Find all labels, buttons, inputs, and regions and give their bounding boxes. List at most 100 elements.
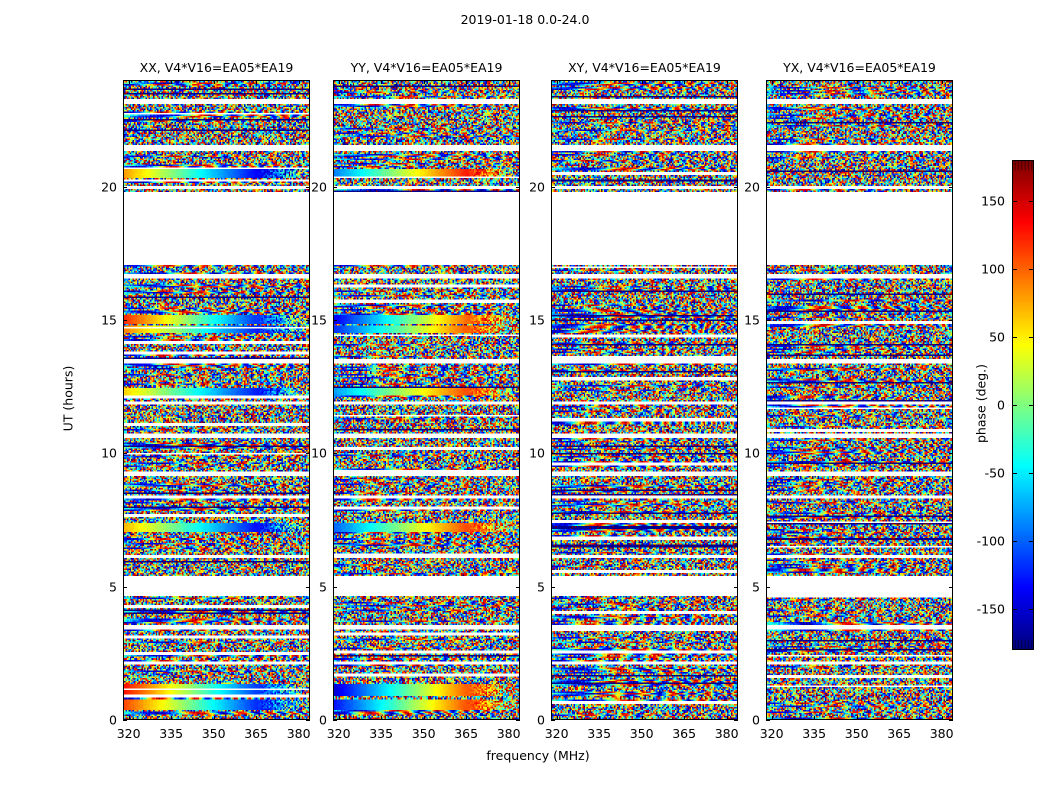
- y-tick: [949, 586, 953, 588]
- x-tick: [381, 80, 383, 84]
- y-tick: [766, 186, 770, 188]
- x-tick: [298, 716, 300, 720]
- y-tick: [551, 586, 555, 588]
- x-tick: [641, 80, 643, 84]
- x-tick: [213, 716, 215, 720]
- panel-title-xy: XY, V4*V16=EA05*EA19: [568, 60, 721, 75]
- y-tick: [766, 720, 770, 721]
- colorbar-tick: [1029, 541, 1034, 543]
- y-tick: [734, 186, 738, 188]
- colorbar-ticklabel: -50: [984, 465, 1005, 481]
- colorbar-tick: [1029, 405, 1034, 406]
- y-ticklabel: 20: [311, 179, 327, 195]
- x-tick: [466, 80, 468, 84]
- panel-xy[interactable]: XY, V4*V16=EA05*EA19 320 335 350 365 380 0 5 10 1…: [529, 60, 738, 741]
- y-ticklabel: 20: [529, 179, 545, 195]
- x-tick: [814, 716, 816, 720]
- x-ticklabel: 365: [672, 726, 697, 741]
- y-tick: [306, 586, 310, 588]
- panel-title-xx: XX, V4*V16=EA05*EA19: [139, 60, 294, 75]
- y-tick: [734, 586, 738, 588]
- heatmap-xx[interactable]: [123, 80, 310, 720]
- y-ticklabels: 0 5 10 15 20: [726, 80, 766, 727]
- y-ticklabel: 10: [529, 445, 545, 461]
- y-tick: [306, 186, 310, 188]
- x-ticklabel: 380: [286, 726, 311, 741]
- x-ticklabel: 350: [411, 726, 436, 741]
- colorbar[interactable]: -150 -100 -50 0 50 100 150: [977, 160, 1034, 650]
- y-tick: [949, 186, 953, 188]
- x-tick: [899, 80, 901, 84]
- y-ticklabel: 5: [109, 579, 117, 595]
- colorbar-tick: [1012, 609, 1017, 611]
- colorbar-tick: [1029, 200, 1034, 202]
- y-tick: [306, 453, 310, 455]
- x-tick: [726, 716, 728, 720]
- x-tick: [466, 716, 468, 720]
- y-tick: [123, 586, 127, 588]
- x-ticklabels: 320 335 350 365 380: [117, 720, 311, 742]
- y-tick: [766, 586, 770, 588]
- heatmap-yy[interactable]: [333, 80, 520, 720]
- x-ticklabel: 365: [244, 726, 269, 741]
- y-ticklabel: 15: [529, 312, 545, 328]
- y-tick: [734, 720, 738, 721]
- x-tick: [508, 716, 510, 720]
- x-tick: [556, 80, 558, 84]
- x-tick: [941, 80, 943, 84]
- x-ticklabel: 335: [587, 726, 612, 741]
- x-tick: [556, 716, 558, 720]
- y-tick: [516, 186, 520, 188]
- heatmap-yx[interactable]: [766, 80, 953, 720]
- x-ticklabels: 320 335 350 365 380: [760, 720, 954, 742]
- y-tick: [123, 720, 127, 721]
- y-tick: [333, 586, 337, 588]
- x-ticklabel: 335: [369, 726, 394, 741]
- y-ticklabel: 10: [744, 445, 760, 461]
- y-axis-label: UT (hours): [60, 365, 76, 432]
- x-tick: [814, 80, 816, 84]
- colorbar-tick: [1012, 200, 1017, 202]
- y-tick: [949, 720, 953, 721]
- x-ticklabel: 335: [802, 726, 827, 741]
- y-tick: [333, 320, 337, 321]
- y-tick: [123, 320, 127, 321]
- y-tick: [333, 186, 337, 188]
- x-ticklabel: 350: [201, 726, 226, 741]
- colorbar-tick: [1012, 336, 1017, 338]
- y-tick: [333, 720, 337, 721]
- x-tick: [423, 716, 425, 720]
- x-ticklabel: 350: [844, 726, 869, 741]
- colorbar-tick: [1029, 609, 1034, 611]
- x-tick: [771, 716, 773, 720]
- colorbar-label: phase (deg.): [973, 364, 989, 443]
- x-tick: [941, 716, 943, 720]
- x-ticklabel: 320: [759, 726, 784, 741]
- y-tick: [551, 320, 555, 321]
- x-axis-label: frequency (MHz): [486, 748, 590, 763]
- colorbar-tick: [1012, 473, 1017, 475]
- x-tick: [171, 716, 173, 720]
- heatmap-xy[interactable]: [551, 80, 738, 720]
- y-ticklabels: 0 5 10 15 20: [511, 80, 551, 727]
- y-tick: [766, 320, 770, 321]
- panel-yy[interactable]: YY, V4*V16=EA05*EA19 320 335 350 365 380 0 5 10 1…: [311, 60, 520, 741]
- y-ticklabel: 20: [744, 179, 760, 195]
- y-tick: [551, 453, 555, 455]
- x-ticklabels: 320 335 350 365 380: [545, 720, 739, 742]
- x-tick: [256, 80, 258, 84]
- x-tick: [599, 716, 601, 720]
- y-tick: [306, 720, 310, 721]
- x-ticklabel: 320: [116, 726, 141, 741]
- x-tick: [641, 716, 643, 720]
- panel-xx[interactable]: XX, V4*V16=EA05*EA19 320 335 350 365 380 0 5 10 1…: [101, 60, 310, 741]
- colorbar-ticklabel: -100: [976, 533, 1005, 549]
- x-tick: [726, 80, 728, 84]
- panel-title-yx: YX, V4*V16=EA05*EA19: [783, 60, 936, 75]
- y-tick: [333, 453, 337, 455]
- x-tick: [856, 80, 858, 84]
- y-ticklabel: 5: [537, 579, 545, 595]
- figure-suptitle: 2019-01-18 0.0-24.0: [460, 12, 590, 27]
- panel-yx[interactable]: YX, V4*V16=EA05*EA19 320 335 350 365 380 0 5 10 1…: [744, 60, 953, 741]
- y-ticklabel: 15: [311, 312, 327, 328]
